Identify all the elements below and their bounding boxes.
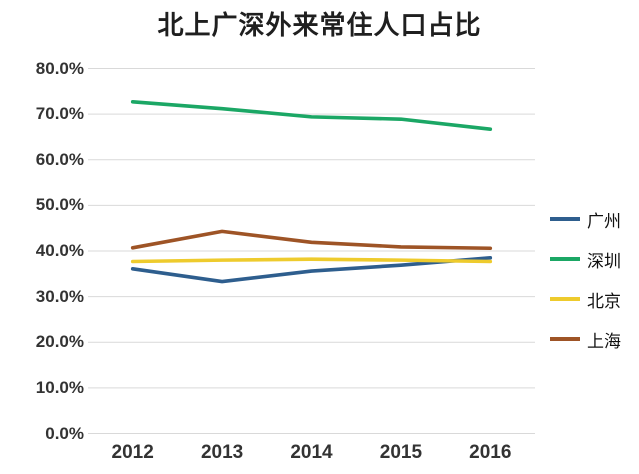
y-axis-tick-label: 0.0% (45, 423, 84, 443)
legend-swatch-shenzhen (550, 257, 580, 261)
legend-label-shanghai: 上海 (587, 331, 621, 351)
legend-swatch-beijing (550, 297, 580, 301)
series-line-beijing (130, 257, 493, 264)
legend-item-beijing: 北京 (550, 279, 621, 319)
legend-item-guangzhou: 广州 (550, 199, 621, 239)
y-axis-tick-label: 60.0% (35, 149, 84, 169)
y-axis-tick-label: 40.0% (35, 241, 84, 260)
y-axis-tick-label: 50.0% (35, 195, 84, 215)
y-axis-tick-label: 20.0% (35, 332, 84, 352)
x-axis-tick-label: 2012 (111, 442, 154, 463)
legend-swatch-shanghai (550, 337, 580, 341)
series-line-shenzhen (130, 100, 493, 131)
series-line-guangzhou (130, 256, 493, 284)
x-axis-tick-label: 2013 (200, 442, 244, 463)
legend: 广州 深圳 北京 上海 (550, 199, 621, 359)
y-axis-tick-label: 70.0% (35, 104, 84, 124)
x-axis-tick-label: 2015 (379, 442, 423, 463)
y-axis-tick-label: 80.0% (35, 58, 84, 78)
legend-item-shenzhen: 深圳 (550, 239, 621, 279)
chart-title: 北上广深外来常住人口占比 (157, 10, 482, 40)
x-axis-tick-label: 2014 (290, 442, 333, 463)
series-line-shanghai (130, 229, 493, 251)
y-axis-tick-label: 10.0% (35, 377, 84, 397)
legend-swatch-guangzhou (550, 217, 580, 221)
legend-item-shanghai: 上海 (550, 319, 621, 359)
y-axis-tick-label: 30.0% (35, 286, 84, 306)
legend-label-shenzhen: 深圳 (587, 251, 621, 271)
legend-label-guangzhou: 广州 (587, 211, 621, 231)
legend-label-beijing: 北京 (587, 291, 621, 311)
x-axis-tick-label: 2016 (469, 442, 512, 463)
